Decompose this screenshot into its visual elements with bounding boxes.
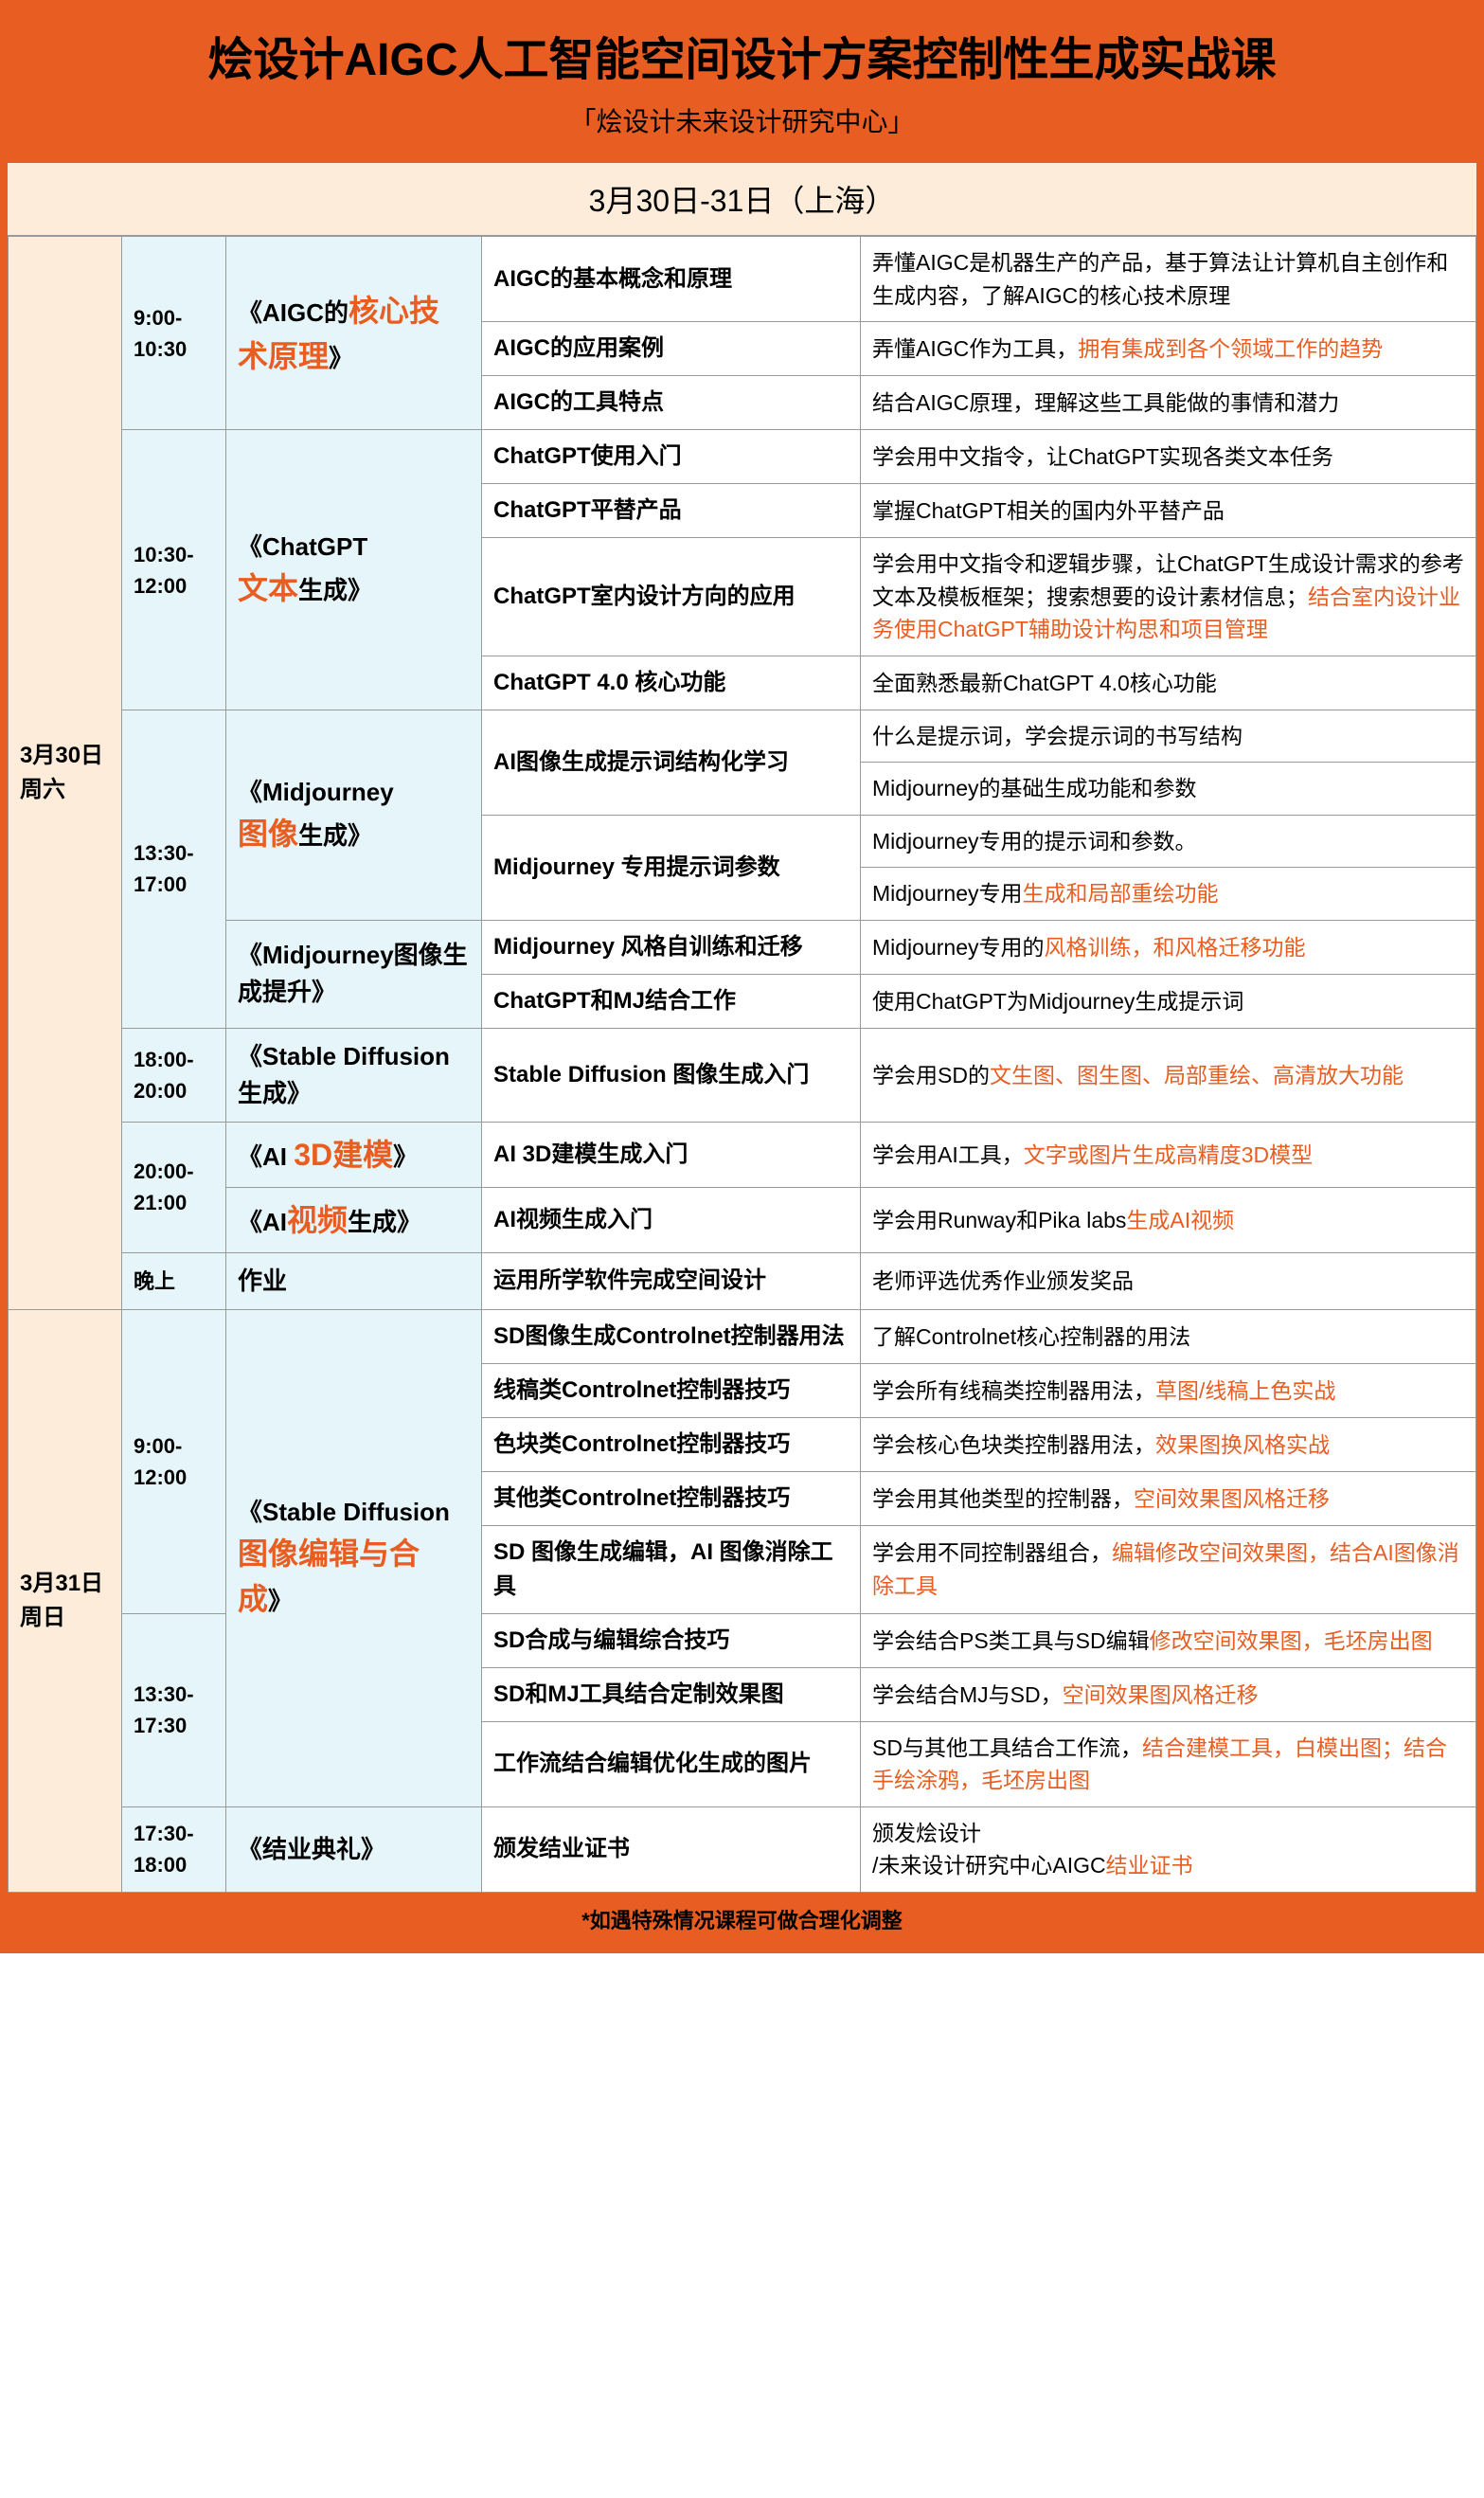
- topic-cell: ChatGPT和MJ结合工作: [482, 974, 861, 1028]
- topic-cell: Midjourney 风格自训练和迁移: [482, 920, 861, 974]
- desc-cell: 结合AIGC原理，理解这些工具能做的事情和潜力: [861, 376, 1476, 430]
- topic-cell: AI视频生成入门: [482, 1187, 861, 1252]
- time-cell: 晚上: [122, 1252, 226, 1309]
- day2-date: 3月31日周日: [9, 1309, 122, 1892]
- module-cell: 《Midjourney图像生成》: [226, 710, 482, 920]
- topic-cell: ChatGPT使用入门: [482, 430, 861, 484]
- module-cell: 《Stable Diffusion图像编辑与合成》: [226, 1309, 482, 1806]
- desc-cell: 学会用AI工具，文字或图片生成高精度3D模型: [861, 1122, 1476, 1187]
- desc-cell: Midjourney专用的提示词和参数。: [861, 815, 1476, 868]
- schedule-table: 3月30日周六 9:00-10:30 《AIGC的核心技术原理》 AIGC的基本…: [8, 236, 1476, 1893]
- topic-cell: SD合成与编辑综合技巧: [482, 1613, 861, 1667]
- subtitle: 「烩设计未来设计研究中心」: [27, 101, 1457, 139]
- module-cell: 作业: [226, 1252, 482, 1309]
- header: 烩设计AIGC人工智能空间设计方案控制性生成实战课 「烩设计未来设计研究中心」: [8, 8, 1476, 163]
- desc-cell: 学会结合PS类工具与SD编辑修改空间效果图，毛坯房出图: [861, 1613, 1476, 1667]
- topic-cell: 线稿类Controlnet控制器技巧: [482, 1363, 861, 1417]
- topic-cell: AIGC的基本概念和原理: [482, 237, 861, 322]
- module-cell: 《Stable Diffusion生成》: [226, 1028, 482, 1122]
- topic-cell: ChatGPT平替产品: [482, 484, 861, 538]
- desc-cell: 掌握ChatGPT相关的国内外平替产品: [861, 484, 1476, 538]
- topic-cell: 颁发结业证书: [482, 1806, 861, 1892]
- topic-cell: AIGC的工具特点: [482, 376, 861, 430]
- module-cell: 《结业典礼》: [226, 1806, 482, 1892]
- topic-cell: ChatGPT 4.0 核心功能: [482, 656, 861, 710]
- topic-cell: AIGC的应用案例: [482, 322, 861, 376]
- desc-cell: 学会用SD的文生图、图生图、局部重绘、高清放大功能: [861, 1028, 1476, 1122]
- topic-cell: Midjourney 专用提示词参数: [482, 815, 861, 920]
- desc-cell: SD与其他工具结合工作流，结合建模工具，白模出图；结合手绘涂鸦，毛坯房出图: [861, 1721, 1476, 1806]
- module-cell: 《AIGC的核心技术原理》: [226, 237, 482, 430]
- module-cell: 《Midjourney图像生成提升》: [226, 920, 482, 1028]
- time-cell: 17:30-18:00: [122, 1806, 226, 1892]
- topic-cell: SD图像生成Controlnet控制器用法: [482, 1309, 861, 1363]
- desc-cell: Midjourney专用的风格训练，和风格迁移功能: [861, 920, 1476, 974]
- desc-cell: Midjourney专用生成和局部重绘功能: [861, 868, 1476, 921]
- topic-cell: AI图像生成提示词结构化学习: [482, 710, 861, 815]
- desc-cell: 学会用不同控制器组合，编辑修改空间效果图，结合AI图像消除工具: [861, 1525, 1476, 1613]
- desc-cell: 学会用Runway和Pika labs生成AI视频: [861, 1187, 1476, 1252]
- topic-cell: ChatGPT室内设计方向的应用: [482, 538, 861, 656]
- module-cell: 《AI 3D建模》: [226, 1122, 482, 1187]
- desc-cell: 颁发烩设计/未来设计研究中心AIGC结业证书: [861, 1806, 1476, 1892]
- topic-cell: Stable Diffusion 图像生成入门: [482, 1028, 861, 1122]
- time-cell: 10:30-12:00: [122, 430, 226, 710]
- topic-cell: SD 图像生成编辑，AI 图像消除工具: [482, 1525, 861, 1613]
- desc-cell: 学会核心色块类控制器用法，效果图换风格实战: [861, 1417, 1476, 1471]
- topic-cell: SD和MJ工具结合定制效果图: [482, 1667, 861, 1721]
- desc-cell: 学会结合MJ与SD，空间效果图风格迁移: [861, 1667, 1476, 1721]
- desc-cell: Midjourney的基础生成功能和参数: [861, 763, 1476, 816]
- desc-cell: 学会所有线稿类控制器用法，草图/线稿上色实战: [861, 1363, 1476, 1417]
- desc-cell: 全面熟悉最新ChatGPT 4.0核心功能: [861, 656, 1476, 710]
- module-cell: 《AI视频生成》: [226, 1187, 482, 1252]
- time-cell: 13:30-17:30: [122, 1613, 226, 1806]
- main-title: 烩设计AIGC人工智能空间设计方案控制性生成实战课: [27, 31, 1457, 90]
- topic-cell: AI 3D建模生成入门: [482, 1122, 861, 1187]
- desc-cell: 学会用其他类型的控制器，空间效果图风格迁移: [861, 1471, 1476, 1525]
- time-cell: 9:00-10:30: [122, 237, 226, 430]
- topic-cell: 其他类Controlnet控制器技巧: [482, 1471, 861, 1525]
- desc-cell: 使用ChatGPT为Midjourney生成提示词: [861, 974, 1476, 1028]
- time-cell: 9:00-12:00: [122, 1309, 226, 1613]
- time-cell: 20:00-21:00: [122, 1122, 226, 1252]
- module-cell: 《ChatGPT文本生成》: [226, 430, 482, 710]
- desc-cell: 学会用中文指令和逻辑步骤，让ChatGPT生成设计需求的参考文本及模板框架；搜索…: [861, 538, 1476, 656]
- desc-cell: 了解Controlnet核心控制器的用法: [861, 1309, 1476, 1363]
- time-cell: 18:00-20:00: [122, 1028, 226, 1122]
- date-row: 3月30日-31日（上海）: [8, 163, 1476, 236]
- topic-cell: 运用所学软件完成空间设计: [482, 1252, 861, 1309]
- footer-note: *如遇特殊情况课程可做合理化调整: [8, 1893, 1476, 1946]
- topic-cell: 工作流结合编辑优化生成的图片: [482, 1721, 861, 1806]
- time-cell: 13:30-17:00: [122, 710, 226, 1028]
- topic-cell: 色块类Controlnet控制器技巧: [482, 1417, 861, 1471]
- schedule-container: 烩设计AIGC人工智能空间设计方案控制性生成实战课 「烩设计未来设计研究中心」 …: [0, 0, 1484, 1953]
- desc-cell: 弄懂AIGC作为工具，拥有集成到各个领域工作的趋势: [861, 322, 1476, 376]
- desc-cell: 学会用中文指令，让ChatGPT实现各类文本任务: [861, 430, 1476, 484]
- desc-cell: 什么是提示词，学会提示词的书写结构: [861, 710, 1476, 763]
- desc-cell: 老师评选优秀作业颁发奖品: [861, 1252, 1476, 1309]
- day1-date: 3月30日周六: [9, 237, 122, 1310]
- desc-cell: 弄懂AIGC是机器生产的产品，基于算法让计算机自主创作和生成内容，了解AIGC的…: [861, 237, 1476, 322]
